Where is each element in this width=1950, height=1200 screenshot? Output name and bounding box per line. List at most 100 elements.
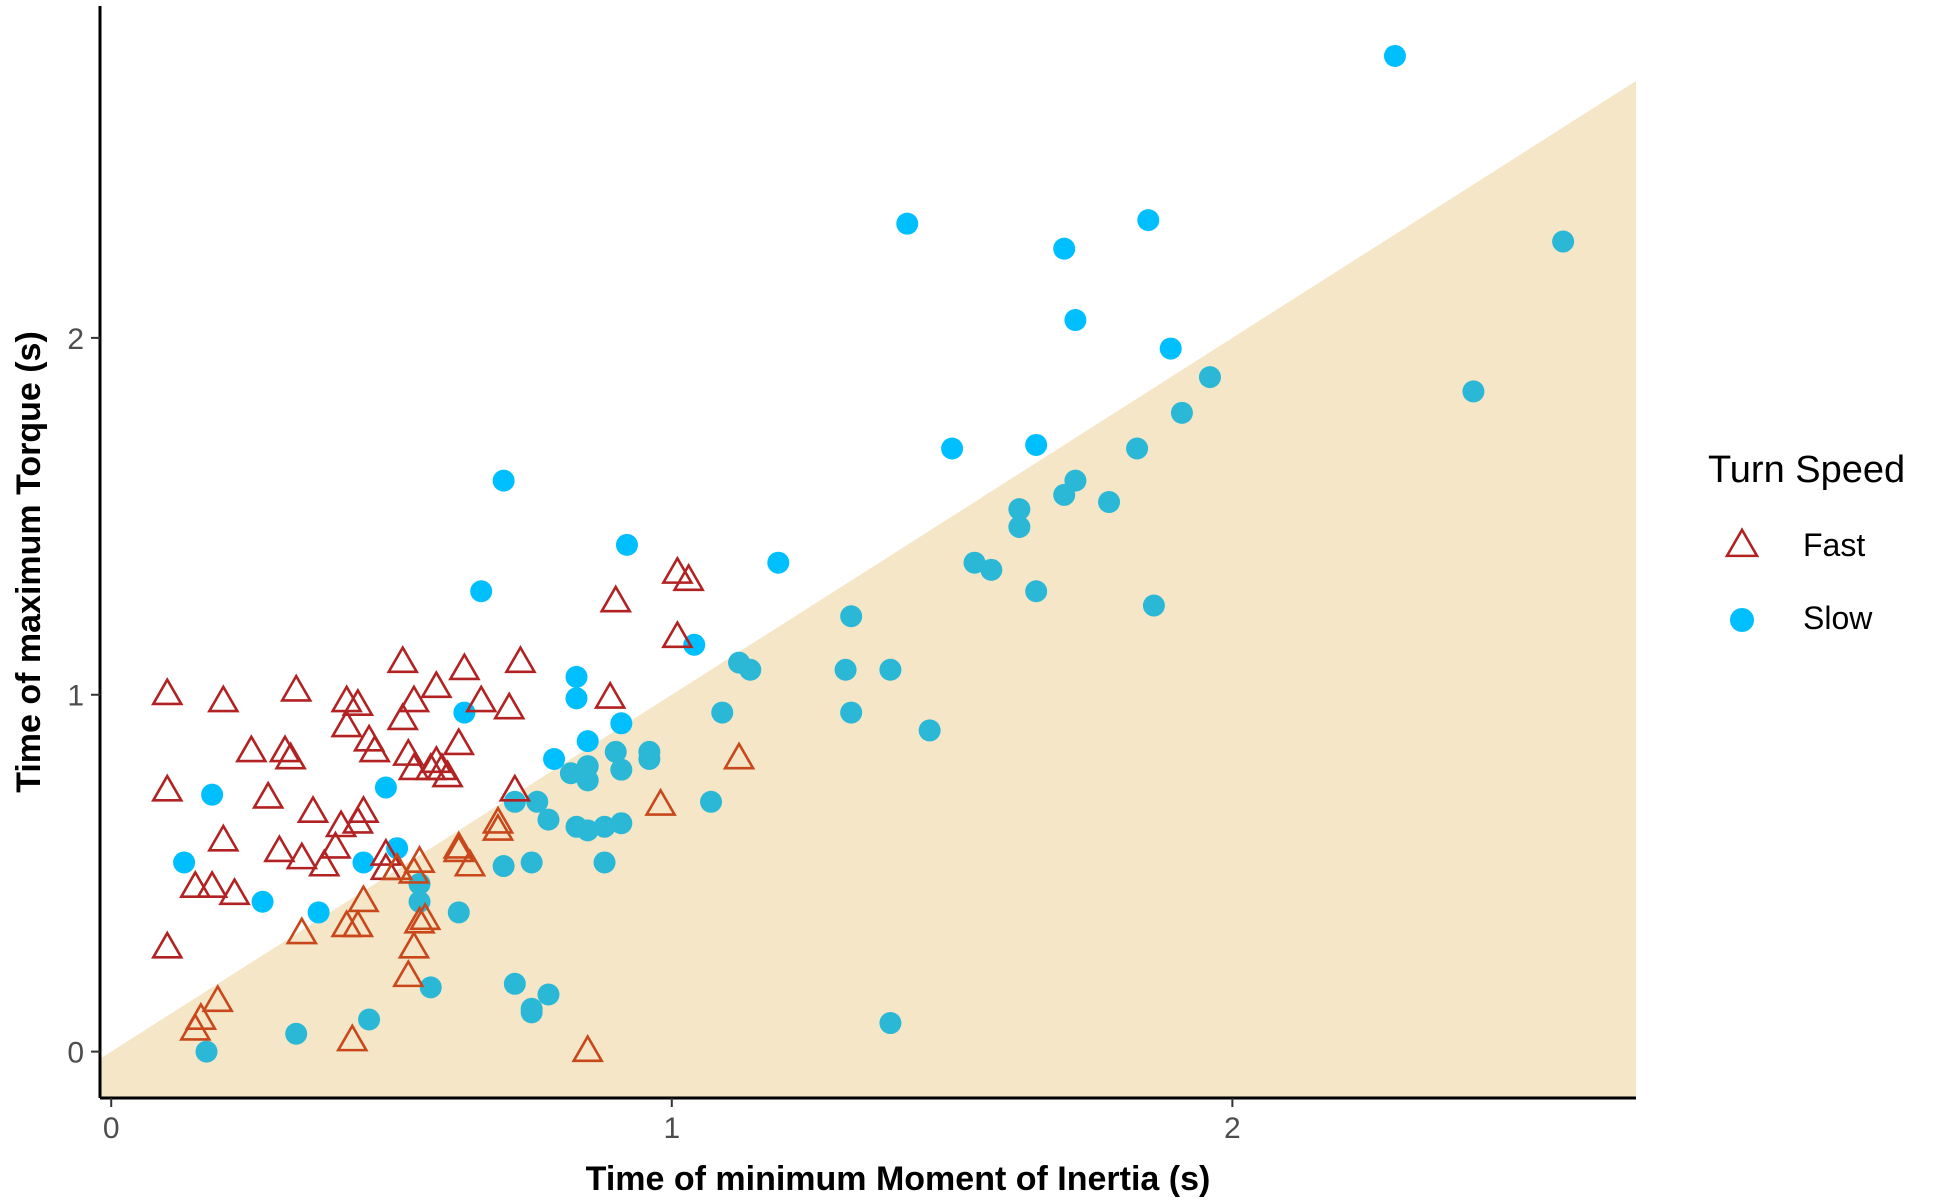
fast-point <box>151 677 184 706</box>
fast-point <box>207 823 240 852</box>
slow-point <box>537 983 560 1006</box>
fast-point <box>218 876 251 906</box>
fast-point <box>448 652 481 681</box>
slow-point <box>1198 366 1221 389</box>
fast-point <box>498 773 532 802</box>
fast-point <box>251 780 285 809</box>
fast-point <box>380 851 414 881</box>
slow-point <box>386 837 409 860</box>
fast-point <box>347 884 380 913</box>
slow-point <box>683 633 706 656</box>
fast-point <box>464 684 498 713</box>
fast-point <box>397 930 431 959</box>
fast-point <box>403 905 436 934</box>
slow-point <box>565 815 588 838</box>
fast-point <box>201 984 234 1013</box>
slow-point <box>565 665 588 688</box>
fast-point <box>492 691 526 720</box>
slow-point <box>896 212 919 235</box>
fast-point <box>274 741 307 770</box>
slow-point <box>526 790 549 813</box>
slow-point <box>358 1008 381 1031</box>
slow-point <box>963 551 986 574</box>
fast-point <box>263 834 296 863</box>
slow-point <box>700 790 723 813</box>
fast-point <box>481 805 515 834</box>
fast-point <box>644 787 677 816</box>
slow-point <box>492 855 515 878</box>
fast-point <box>179 1012 212 1041</box>
slow-point <box>610 758 633 781</box>
slow-point <box>615 533 638 556</box>
slow-point <box>195 1040 218 1063</box>
slow-point <box>834 658 857 681</box>
slow-point <box>739 658 762 681</box>
slow-point <box>1098 491 1121 514</box>
fast-point <box>341 909 375 938</box>
fast-point <box>672 562 705 592</box>
slow-point <box>980 558 1003 581</box>
fast-point <box>504 644 537 674</box>
fast-point <box>336 1023 369 1052</box>
fast-point <box>414 752 447 781</box>
fast-point <box>442 830 476 859</box>
slow-point <box>565 687 588 710</box>
slow-point <box>251 890 274 913</box>
slow-point <box>840 605 863 628</box>
x-axis-title: Time of minimum Moment of Inertia (s) <box>586 1160 1211 1198</box>
fast-point <box>571 1033 604 1063</box>
fast-point <box>235 734 268 763</box>
fast-point <box>481 812 515 841</box>
y-axis-title: Time of maximum Torque (s) <box>10 331 48 793</box>
slow-point <box>1053 237 1076 260</box>
slow-point <box>1008 516 1031 539</box>
slow-point <box>1159 337 1182 360</box>
x-tick-label: 2 <box>1224 1112 1241 1145</box>
slow-point <box>1170 401 1193 424</box>
slow-point <box>576 769 599 792</box>
slow-point <box>1383 44 1406 67</box>
fast-point <box>285 916 319 945</box>
slow-point <box>1008 498 1031 521</box>
fast-point <box>599 584 632 613</box>
fast-point <box>151 773 184 802</box>
fast-point <box>285 841 319 870</box>
slow-point <box>1064 309 1087 332</box>
x-tick-label: 1 <box>663 1112 680 1145</box>
fast-point <box>593 680 627 709</box>
slow-point <box>520 1001 543 1024</box>
slow-point <box>201 783 224 806</box>
slow-point <box>638 747 661 770</box>
slow-point <box>918 719 941 742</box>
slow-point <box>1142 594 1165 617</box>
slow-point <box>285 1022 308 1045</box>
slow-point <box>1137 209 1160 232</box>
fast-point <box>341 805 375 834</box>
slow-point <box>492 469 515 492</box>
fast-point <box>341 687 375 716</box>
slow-point <box>419 976 442 999</box>
slow-point <box>1126 437 1149 460</box>
ticks-layer: 0 1 2 0 1 2 <box>67 323 1240 1145</box>
fast-point <box>358 734 391 763</box>
fast-point <box>661 620 694 649</box>
slow-point <box>1053 483 1076 506</box>
x-tick-label: 0 <box>103 1112 120 1145</box>
legend: Turn Speed Fast Slow <box>1708 449 1905 636</box>
slow-point <box>374 776 397 799</box>
slow-point <box>559 762 582 785</box>
y-tick-label: 1 <box>67 680 84 713</box>
slow-point <box>840 701 863 724</box>
y-tick-label: 2 <box>67 323 84 356</box>
slow-point <box>537 808 560 831</box>
shaded-region-below-diagonal <box>100 80 1636 1099</box>
fast-point <box>442 834 476 863</box>
fast-point <box>722 741 756 770</box>
slow-point <box>543 747 566 770</box>
fast-point <box>431 759 464 788</box>
fast-point <box>369 837 403 866</box>
legend-title: Turn Speed <box>1708 449 1905 491</box>
slow-point <box>307 901 330 924</box>
legend-slow-marker <box>1730 608 1754 632</box>
slow-point <box>1025 433 1048 456</box>
